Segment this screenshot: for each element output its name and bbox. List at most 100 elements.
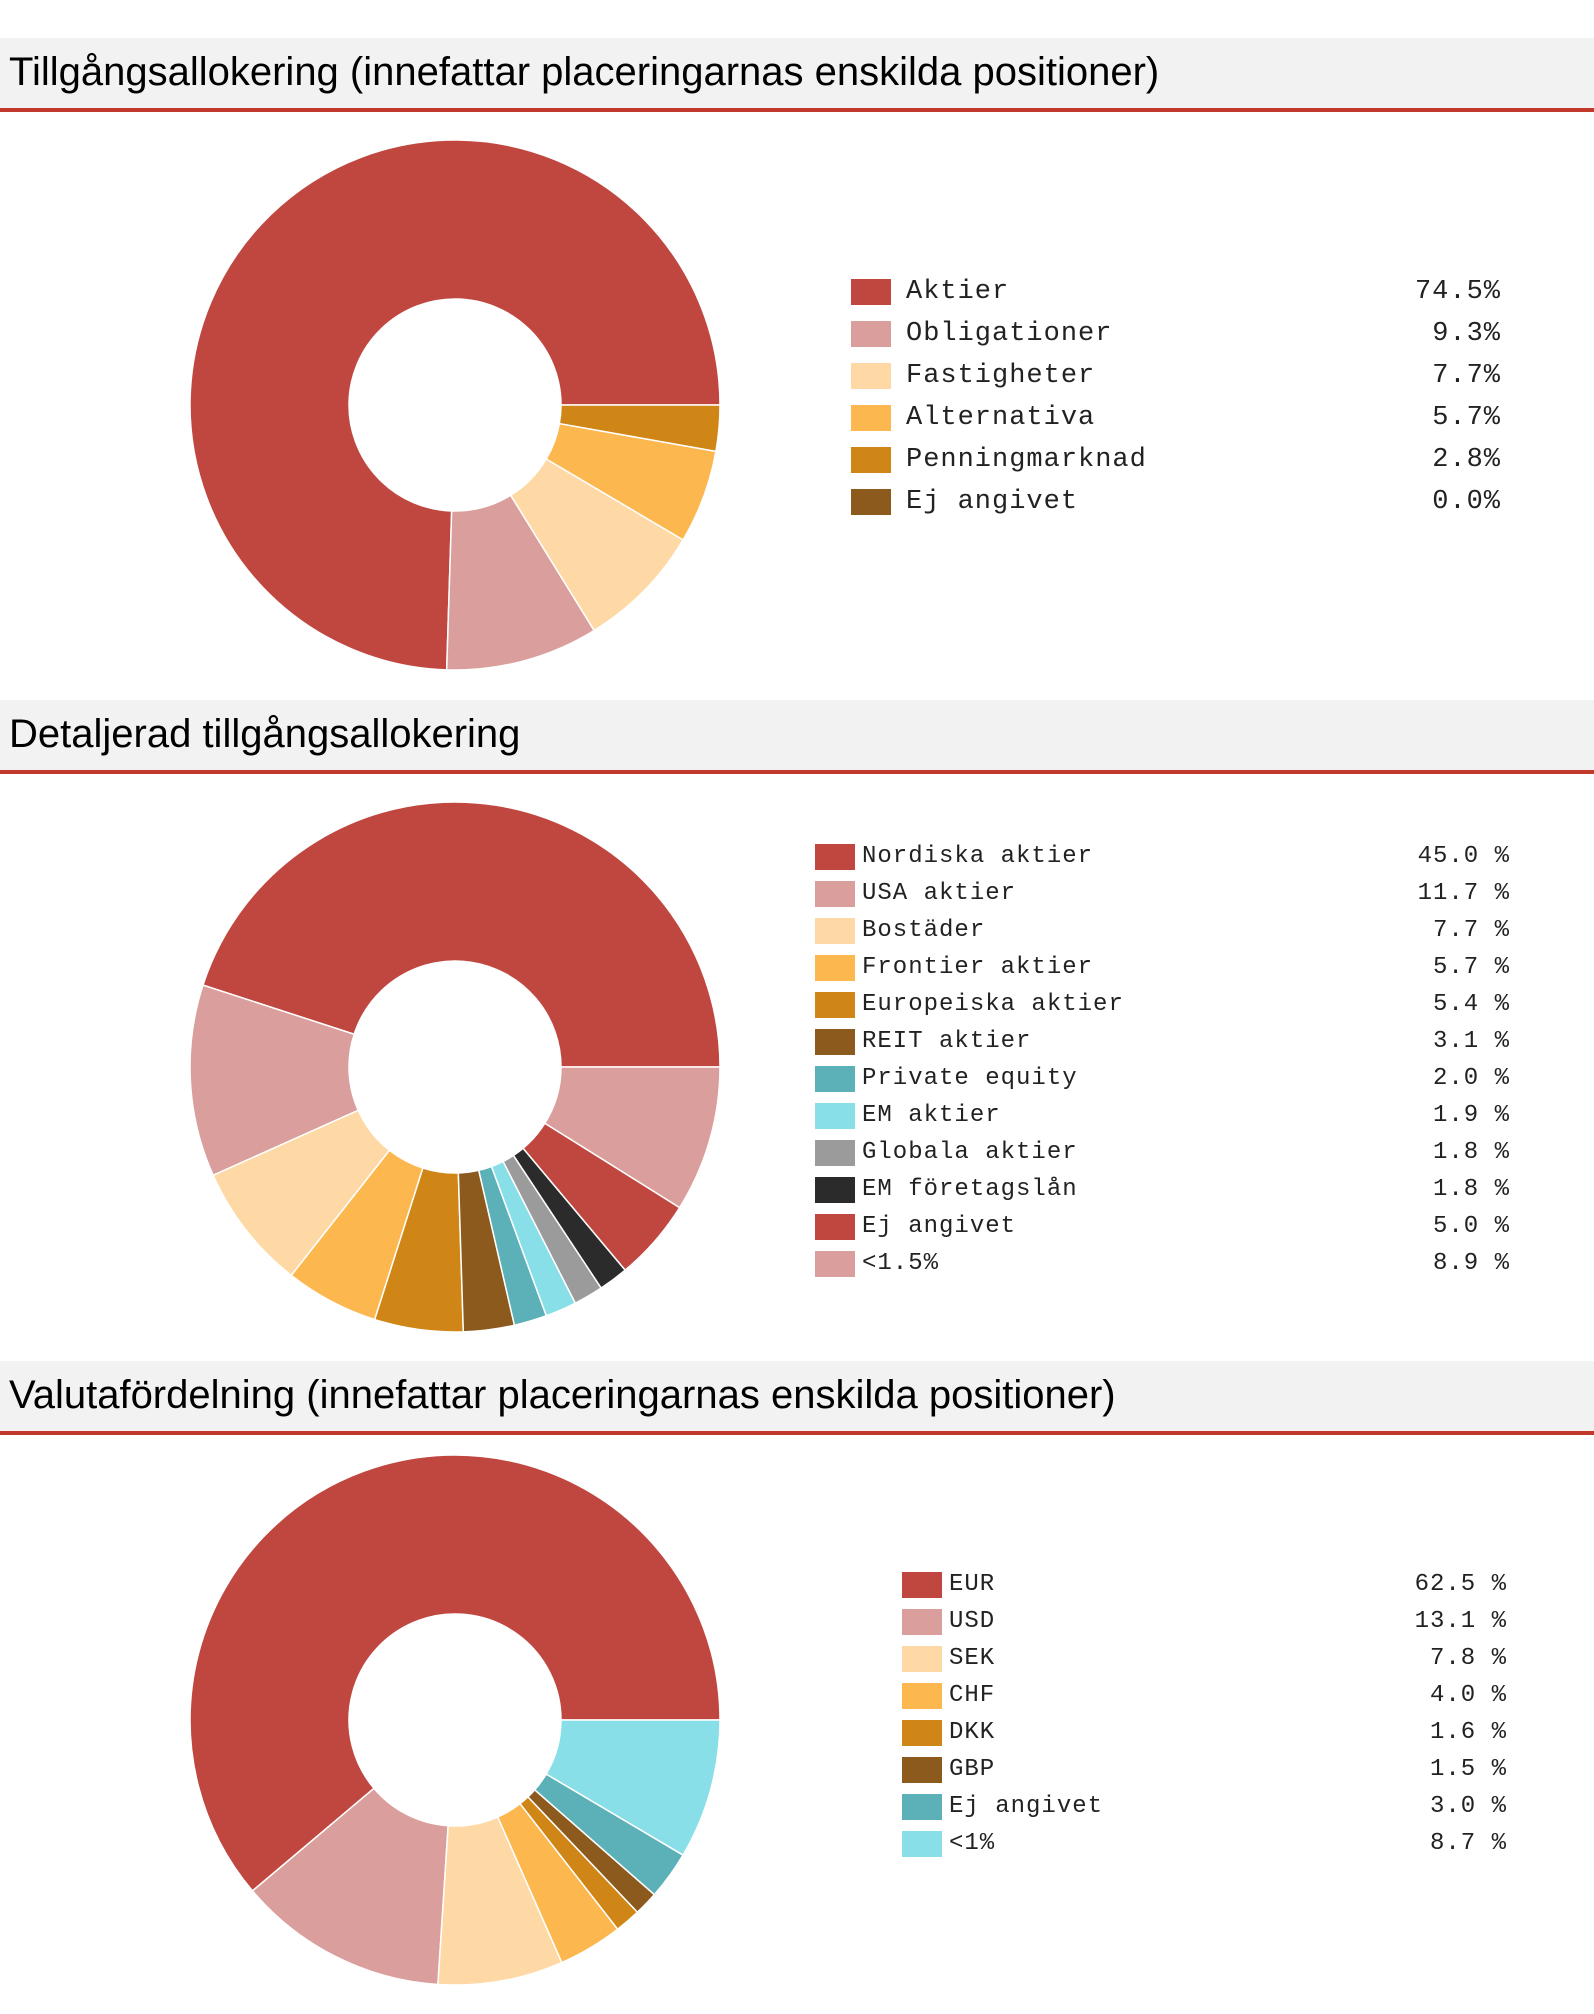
legend-label: CHF bbox=[949, 1682, 996, 1709]
legend-item-dkk: DKK 1.6 % bbox=[902, 1718, 1507, 1748]
slice-aktier bbox=[190, 140, 720, 670]
legend-item-fastigheter: Fastigheter 7.7% bbox=[851, 361, 1501, 391]
legend-swatch bbox=[815, 1140, 855, 1166]
legend-label: Ej angivet bbox=[862, 1213, 1017, 1240]
legend-swatch bbox=[902, 1572, 942, 1598]
legend-swatch bbox=[815, 1029, 855, 1055]
legend-item-usd: USD 13.1 % bbox=[902, 1607, 1507, 1637]
legend-value: 1.5 % bbox=[1429, 1756, 1507, 1783]
legend-item-globala-aktier: Globala aktier 1.8 % bbox=[815, 1138, 1510, 1168]
legend-value: 45.0 % bbox=[1417, 843, 1510, 870]
legend-label: Nordiska aktier bbox=[862, 843, 1094, 870]
legend-value: 1.9 % bbox=[1432, 1102, 1510, 1129]
legend-value: 8.9 % bbox=[1432, 1250, 1510, 1277]
slice-nordiska-aktier bbox=[202, 802, 720, 1068]
legend-swatch bbox=[815, 1103, 855, 1129]
legend-item-nordiska-aktier: Nordiska aktier 45.0 % bbox=[815, 842, 1510, 872]
legend-value: 1.6 % bbox=[1429, 1719, 1507, 1746]
legend-label: <1.5% bbox=[862, 1250, 940, 1277]
legend-item-reit-aktier: REIT aktier 3.1 % bbox=[815, 1027, 1510, 1057]
legend-item-penningmarknad: Penningmarknad 2.8% bbox=[851, 445, 1501, 475]
legend-swatch bbox=[851, 405, 891, 431]
legend-label: SEK bbox=[949, 1645, 996, 1672]
legend-value: 13.1 % bbox=[1414, 1608, 1507, 1635]
legend-value: 7.8 % bbox=[1429, 1645, 1507, 1672]
legend-swatch bbox=[902, 1609, 942, 1635]
legend-item-lt-1-5pct: <1.5% 8.9 % bbox=[815, 1249, 1510, 1279]
legend-item-europeiska-aktier: Europeiska aktier 5.4 % bbox=[815, 990, 1510, 1020]
slice-lt-1-5pct bbox=[543, 1066, 720, 1209]
legend-item-bostäder: Bostäder 7.7 % bbox=[815, 916, 1510, 946]
legend-value: 1.8 % bbox=[1432, 1176, 1510, 1203]
legend-value: 5.0 % bbox=[1432, 1213, 1510, 1240]
legend-item-usa-aktier: USA aktier 11.7 % bbox=[815, 879, 1510, 909]
asset-allocation-donut bbox=[190, 140, 720, 670]
legend-label: DKK bbox=[949, 1719, 996, 1746]
legend-swatch bbox=[851, 363, 891, 389]
legend-label: GBP bbox=[949, 1756, 996, 1783]
legend-value: 3.0 % bbox=[1429, 1793, 1507, 1820]
legend-label: Penningmarknad bbox=[906, 445, 1147, 475]
legend-label: <1% bbox=[949, 1830, 996, 1857]
legend-swatch bbox=[815, 918, 855, 944]
legend-item-frontier-aktier: Frontier aktier 5.7 % bbox=[815, 953, 1510, 983]
legend-swatch bbox=[902, 1683, 942, 1709]
legend-swatch bbox=[902, 1757, 942, 1783]
legend-swatch bbox=[902, 1831, 942, 1857]
legend-label: REIT aktier bbox=[862, 1028, 1032, 1055]
legend-value: 1.8 % bbox=[1432, 1139, 1510, 1166]
legend-item-em-företagslån: EM företagslån 1.8 % bbox=[815, 1175, 1510, 1205]
legend-item-sek: SEK 7.8 % bbox=[902, 1644, 1507, 1674]
legend-item-private-equity: Private equity 2.0 % bbox=[815, 1064, 1510, 1094]
legend-item-chf: CHF 4.0 % bbox=[902, 1681, 1507, 1711]
legend-swatch bbox=[902, 1794, 942, 1820]
legend-value: 2.0 % bbox=[1432, 1065, 1510, 1092]
section-header-detailed-allocation: Detaljerad tillgångsallokering bbox=[0, 700, 1594, 774]
legend-value: 74.5% bbox=[1414, 277, 1501, 307]
legend-swatch bbox=[902, 1646, 942, 1672]
legend-value: 2.8% bbox=[1432, 445, 1501, 475]
asset-allocation-title: Tillgångsallokering (innefattar placerin… bbox=[9, 50, 1160, 94]
legend-item-ej-angivet: Ej angivet 0.0% bbox=[851, 487, 1501, 517]
legend-item-aktier: Aktier 74.5% bbox=[851, 277, 1501, 307]
legend-label: Europeiska aktier bbox=[862, 991, 1124, 1018]
legend-value: 0.0% bbox=[1432, 487, 1501, 517]
currency-title: Valutafördelning (innefattar placeringar… bbox=[9, 1373, 1116, 1417]
legend-item-lt-1pct: <1% 8.7 % bbox=[902, 1829, 1507, 1859]
legend-value: 5.7 % bbox=[1432, 954, 1510, 981]
legend-swatch bbox=[815, 881, 855, 907]
currency-donut bbox=[190, 1455, 720, 1985]
legend-label: EM aktier bbox=[862, 1102, 1001, 1129]
legend-label: Private equity bbox=[862, 1065, 1078, 1092]
legend-value: 4.0 % bbox=[1429, 1682, 1507, 1709]
legend-swatch bbox=[815, 1251, 855, 1277]
legend-value: 9.3% bbox=[1432, 319, 1501, 349]
legend-label: Globala aktier bbox=[862, 1139, 1078, 1166]
legend-label: USD bbox=[949, 1608, 996, 1635]
legend-value: 5.4 % bbox=[1432, 991, 1510, 1018]
slice-usd bbox=[251, 1787, 449, 1985]
legend-label: Alternativa bbox=[906, 403, 1096, 433]
legend-item-ej-angivet: Ej angivet 5.0 % bbox=[815, 1212, 1510, 1242]
legend-swatch bbox=[815, 844, 855, 870]
legend-item-ej-angivet: Ej angivet 3.0 % bbox=[902, 1792, 1507, 1822]
legend-value: 7.7% bbox=[1432, 361, 1501, 391]
slice-lt-1pct bbox=[545, 1719, 720, 1857]
legend-label: Bostäder bbox=[862, 917, 986, 944]
slice-eur bbox=[190, 1455, 720, 1892]
legend-value: 3.1 % bbox=[1432, 1028, 1510, 1055]
legend-swatch bbox=[851, 321, 891, 347]
legend-value: 8.7 % bbox=[1429, 1830, 1507, 1857]
legend-item-obligationer: Obligationer 9.3% bbox=[851, 319, 1501, 349]
legend-swatch bbox=[851, 447, 891, 473]
legend-label: Frontier aktier bbox=[862, 954, 1094, 981]
legend-label: Ej angivet bbox=[906, 487, 1079, 517]
legend-label: Ej angivet bbox=[949, 1793, 1104, 1820]
legend-swatch bbox=[815, 1177, 855, 1203]
section-header-currency: Valutafördelning (innefattar placeringar… bbox=[0, 1361, 1594, 1435]
legend-item-eur: EUR 62.5 % bbox=[902, 1570, 1507, 1600]
slice-usa-aktier bbox=[190, 984, 360, 1177]
legend-swatch bbox=[815, 955, 855, 981]
legend-value: 11.7 % bbox=[1417, 880, 1510, 907]
legend-label: Aktier bbox=[906, 277, 1010, 307]
